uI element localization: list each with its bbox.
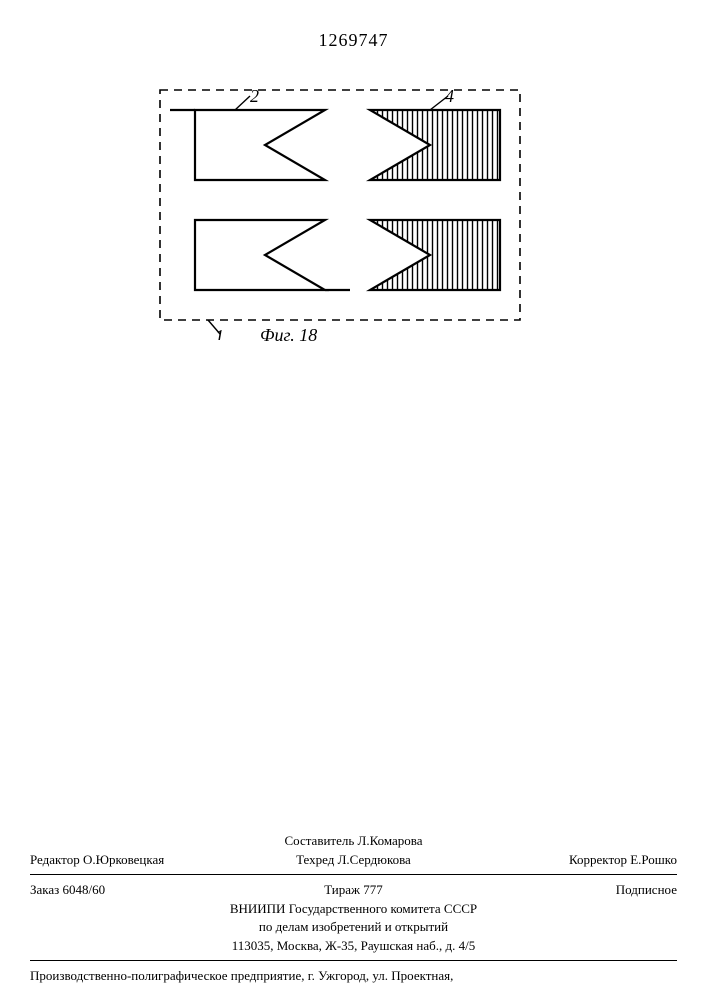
credit-zakaz: Заказ 6048/60 (30, 881, 244, 900)
svg-text:4: 4 (445, 86, 454, 106)
credit-org2: по делам изобретений и открытий (30, 918, 677, 937)
figure-18: 241 (140, 80, 540, 340)
credit-org1: ВНИИПИ Государственного комитета СССР (30, 900, 677, 919)
credit-printer: Производственно-полиграфическое предприя… (30, 967, 677, 986)
credit-tirazh: Тираж 777 (244, 881, 464, 900)
credit-tehred: Техред Л.Сердюкова (244, 851, 464, 870)
svg-text:2: 2 (250, 86, 259, 106)
credit-korrektor: Корректор Е.Рошко (463, 851, 677, 870)
credit-redaktor: Редактор О.Юрковецкая (30, 851, 244, 870)
document-number: 1269747 (0, 30, 707, 51)
figure-caption: Фиг. 18 (260, 325, 317, 346)
credit-podpisnoe: Подписное (463, 881, 677, 900)
divider (30, 960, 677, 961)
footer: Составитель Л.Комарова Редактор О.Юркове… (30, 832, 677, 986)
divider (30, 874, 677, 875)
figure-svg: 241 (140, 80, 540, 340)
credit-sostavitel: Составитель Л.Комарова (30, 832, 677, 851)
credit-address: 113035, Москва, Ж-35, Раушская наб., д. … (30, 937, 677, 956)
